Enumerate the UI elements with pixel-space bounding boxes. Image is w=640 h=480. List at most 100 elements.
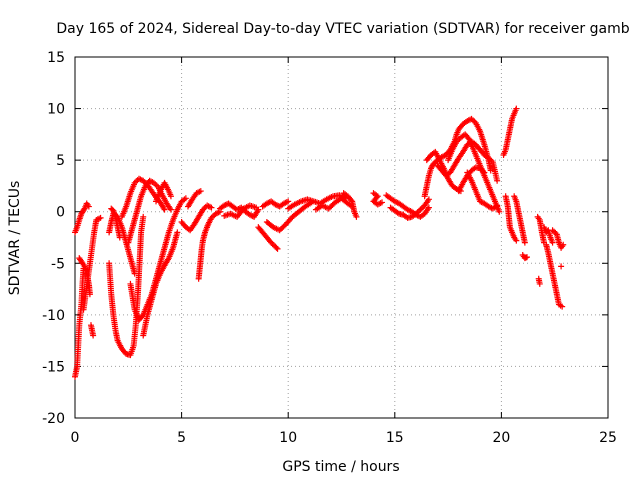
data-markers [72,105,567,380]
series-arc-13 [153,179,174,205]
series-arc-23 [312,195,356,213]
axis-ticks [74,56,609,419]
series-arc-34 [500,105,520,158]
data-point [425,196,432,203]
data-point [182,195,189,202]
series-arc-22 [285,192,349,212]
x-tick-label: 25 [599,430,617,446]
series-arc-7 [106,210,138,277]
series-arc-42 [549,227,567,251]
data-point [415,208,422,215]
series-arc-37 [519,252,530,262]
series-arc-6 [106,213,147,359]
data-point [80,206,87,213]
y-axis-label: SDTVAR / TECUs [7,181,23,296]
series-arc-4 [80,214,104,313]
y-tick-label: -10 [42,308,65,324]
data-point [379,199,386,206]
series-arc-19 [259,198,292,210]
x-tick-label: 0 [71,430,80,446]
series-arc-40 [541,224,556,246]
x-tick-label: 20 [492,430,510,446]
data-point [494,177,501,184]
y-tick-label: -5 [51,256,65,272]
series-arc-35 [502,193,520,244]
x-tick-label: 15 [386,430,404,446]
data-point [558,263,565,270]
series-arc-32 [464,169,501,212]
data-point [167,206,174,213]
data-point [536,280,543,287]
series-arc-27 [387,196,432,221]
y-tick-label: -20 [42,411,65,427]
series-arc-16 [195,208,223,282]
y-axis-tick-labels: -20 -15 -10 -5 0 5 10 15 [42,50,65,427]
x-axis-label: GPS time / hours [282,459,399,475]
data-point [560,241,567,248]
series-arc-21 [263,199,315,234]
data-point [348,197,355,204]
y-tick-label: 15 [47,50,65,66]
data-point [496,208,503,215]
y-tick-label: 10 [47,102,65,118]
data-point [494,202,501,209]
series-arc-33 [455,164,488,195]
data-point [469,117,476,124]
data-point [116,234,123,241]
series-arc-5 [87,322,97,339]
data-point [353,213,360,220]
series-arc-36 [511,193,528,246]
x-tick-label: 5 [177,430,186,446]
data-point [481,169,488,176]
data-point [273,244,280,251]
data-point [376,200,383,207]
data-point [417,206,424,213]
data-point [174,229,181,236]
data-point [253,204,260,211]
data-point [523,254,530,261]
data-point [215,209,222,216]
series-arc-14 [178,202,215,234]
data-point [425,204,432,211]
series-arc-25 [370,190,386,208]
x-axis-tick-labels: 0 5 10 15 20 25 [71,430,617,446]
grid-lines [75,57,608,418]
y-tick-label: -15 [42,359,65,375]
data-point [90,332,97,339]
series-arc-8 [108,205,123,241]
series-arc-11 [127,195,189,324]
data-point [377,200,384,207]
data-point [196,188,203,195]
data-point [97,214,104,221]
data-point [513,237,520,244]
data-point [274,245,281,252]
series-arc-41 [543,241,566,310]
data-point [207,203,214,210]
data-point [85,203,92,210]
y-tick-label: 0 [56,205,65,221]
data-point [521,239,528,246]
series-arc-31 [445,131,503,215]
plot-area-frame [74,56,609,419]
series-arc-24 [340,190,360,220]
data-point [161,206,168,213]
y-tick-label: 5 [56,153,65,169]
series-arc-15 [184,188,204,210]
data-point [465,135,472,142]
data-point [96,215,103,222]
series-arc-20 [255,224,281,252]
data-point [131,270,138,277]
series-arc-39 [535,275,543,287]
data-point [140,213,147,220]
data-point [559,303,566,310]
data-point [208,204,215,211]
data-point [487,167,494,174]
series-arc-12 [140,229,181,339]
data-point [285,198,292,205]
series-arc-2 [72,200,92,236]
data-point [549,239,556,246]
chart-title: Day 165 of 2024, Sidereal Day-to-day VTE… [56,21,629,37]
data-point [513,105,520,112]
data-point [167,193,174,200]
